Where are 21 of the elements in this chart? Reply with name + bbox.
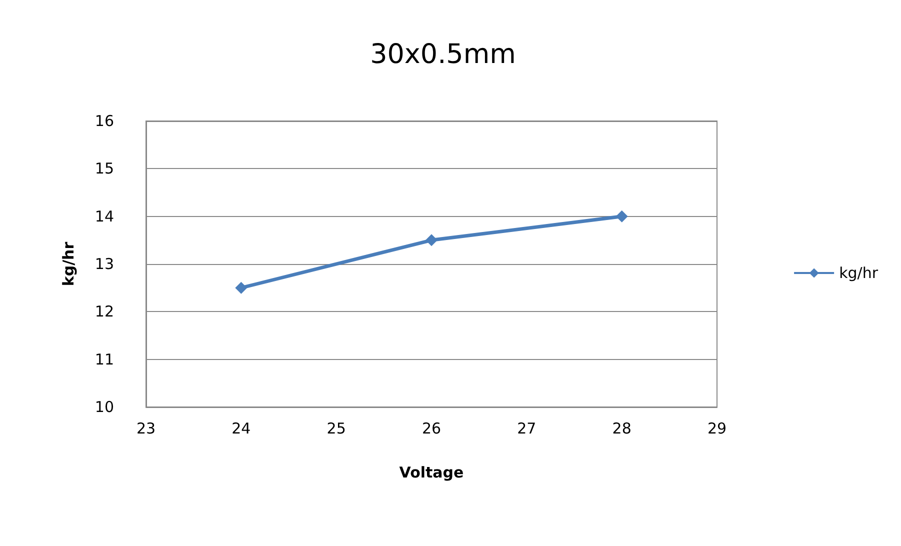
chart-title: 30x0.5mm xyxy=(370,39,516,70)
y-tick-label: 10 xyxy=(94,398,114,416)
point xyxy=(235,282,248,294)
point xyxy=(616,210,628,222)
x-tick-label: 24 xyxy=(232,420,251,438)
y-tick-label: 12 xyxy=(94,302,114,321)
y-tick-label: 16 xyxy=(94,112,114,130)
y-axis-title: kg/hr xyxy=(60,241,78,286)
y-tick-label: 14 xyxy=(94,207,114,226)
x-tick-label: 29 xyxy=(707,420,727,438)
point xyxy=(426,234,438,246)
x-tick-label: 26 xyxy=(422,420,442,438)
legend-label: kg/hr xyxy=(839,264,879,282)
y-tick-label: 13 xyxy=(94,255,114,273)
x-tick-label: 23 xyxy=(136,420,156,438)
x-tick-label: 25 xyxy=(326,420,346,438)
y-tick-label: 15 xyxy=(94,160,114,178)
x-tick-label: 28 xyxy=(612,420,632,438)
x-tick-label: 27 xyxy=(517,420,536,438)
x-axis-title: Voltage xyxy=(399,464,464,482)
y-tick-label: 11 xyxy=(94,350,114,368)
